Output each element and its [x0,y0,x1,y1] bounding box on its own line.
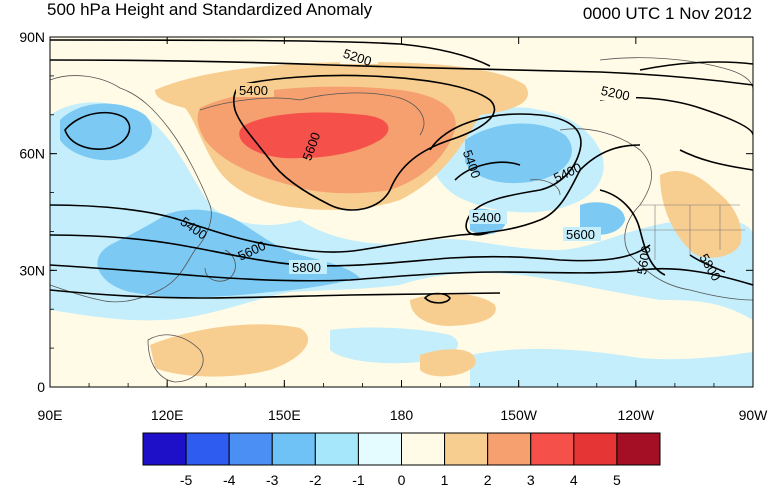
lon-tick-label: 150W [500,407,537,423]
map-title: 500 hPa Height and Standardized Anomaly [47,0,373,19]
colorbar-swatch [271,432,316,466]
lon-tick-label: 90E [38,407,63,423]
colorbar-label: -1 [352,472,365,488]
lon-tick-label: 120E [151,407,184,423]
anomaly-plus4-fill [239,112,389,159]
colorbar-label: 3 [527,472,535,488]
colorbar-swatch [487,432,532,466]
colorbar-label: -5 [180,472,193,488]
map-plot-area: 5200 5200 5400 5400 5400 5400 5400 5600 … [50,37,753,387]
map-axes: 90N 60N 30N 0 90E 120E 150E 180 150W 120W 90W [19,29,768,423]
colorbar-label: -2 [309,472,322,488]
contour-label-5800-a: 5800 [292,260,321,275]
lon-tick-label: 90W [739,407,768,423]
colorbar-swatch [357,432,402,466]
lat-tick-label: 0 [37,379,45,395]
colorbar-swatch [444,432,489,466]
colorbar-label: 1 [441,472,449,488]
colorbar-swatch [530,432,575,466]
colorbar-label: 5 [613,472,621,488]
colorbar-swatch [314,432,359,466]
colorbar-swatch [185,432,230,466]
colorbar-swatch [573,432,618,466]
lon-tick-label: 180 [390,407,414,423]
colorbar-label: 2 [484,472,492,488]
colorbar-label: 0 [398,472,406,488]
valid-time: 0000 UTC 1 Nov 2012 [582,4,752,23]
colorbar: -5 -4 -3 -2 -1 0 1 2 3 4 5 [142,432,661,488]
lat-tick-label: 60N [19,146,45,162]
lon-tick-label: 150E [268,407,301,423]
colorbar-swatch [142,432,187,466]
contour-label-5400-a: 5400 [239,83,268,98]
colorbar-swatch [228,432,273,466]
contour-label-5600-d: 5600 [634,245,654,276]
colorbar-swatch [401,432,446,466]
height-contours [50,39,753,304]
colorbar-swatch [616,432,661,466]
contour-label-5200-b: 5200 [600,83,631,104]
colorbar-label: -3 [266,472,279,488]
lat-tick-label: 30N [19,262,45,278]
lon-tick-label: 120W [618,407,655,423]
colorbar-label: -4 [223,472,236,488]
colorbar-label: 4 [570,472,578,488]
contour-label-5400-b: 5400 [472,210,501,225]
lat-tick-label: 90N [19,29,45,45]
contour-label-5600-c: 5600 [566,227,595,242]
political-boundaries [640,204,745,260]
